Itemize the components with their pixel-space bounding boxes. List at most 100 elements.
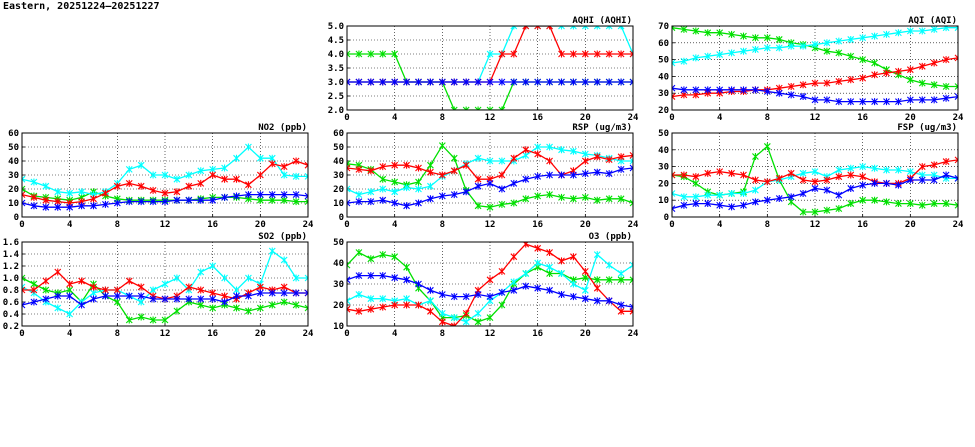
- x-tick-label: 12: [485, 220, 496, 230]
- data-point-blue: [546, 286, 553, 294]
- data-point-cyan: [42, 182, 50, 190]
- chart-aqhi: 0 4 8 12 16 20 24 2.0 2.5 3.0 3.5 4.0 4.5 5.0 AQHI (AQ…: [328, 16, 639, 123]
- data-point-blue: [510, 78, 518, 86]
- data-point-green: [930, 81, 938, 89]
- data-point-green: [692, 179, 700, 187]
- data-point-green: [823, 206, 831, 214]
- data-point-blue: [534, 172, 542, 180]
- data-point-green: [918, 201, 926, 209]
- data-point-blue: [347, 78, 351, 86]
- data-point-cyan: [474, 309, 482, 317]
- data-point-red: [474, 175, 482, 183]
- x-tick-label: 12: [485, 329, 496, 339]
- data-point-red: [570, 50, 577, 58]
- data-point-blue: [558, 291, 565, 298]
- data-point-red: [546, 249, 553, 256]
- data-point-red: [847, 76, 855, 84]
- data-point-green: [930, 200, 938, 208]
- data-point-cyan: [883, 166, 890, 174]
- data-point-cyan: [570, 280, 577, 288]
- data-point-green: [835, 49, 843, 57]
- data-point-red: [173, 188, 181, 196]
- data-point-blue: [391, 274, 399, 282]
- x-tick-label: 12: [160, 329, 171, 339]
- x-tick-label: 24: [303, 329, 314, 339]
- data-point-red: [185, 283, 193, 291]
- data-point-red: [823, 176, 831, 184]
- data-point-cyan: [245, 274, 252, 282]
- data-point-blue: [522, 175, 530, 183]
- data-point-green: [379, 175, 387, 183]
- data-point-blue: [883, 98, 890, 106]
- data-point-blue: [161, 198, 169, 206]
- data-point-cyan: [427, 297, 434, 305]
- data-point-red: [185, 182, 193, 190]
- data-point-red: [379, 163, 387, 171]
- x-tick-label: 20: [255, 220, 266, 230]
- data-point-red: [954, 156, 958, 164]
- data-point-green: [546, 270, 553, 277]
- data-point-blue: [859, 181, 867, 189]
- data-point-green: [474, 318, 482, 326]
- data-point-green: [292, 301, 300, 309]
- data-point-green: [304, 198, 308, 206]
- data-point-cyan: [54, 304, 62, 312]
- data-point-blue: [209, 295, 217, 303]
- data-point-blue: [558, 78, 565, 86]
- data-point-red: [391, 161, 399, 169]
- data-point-cyan: [486, 50, 494, 58]
- data-point-blue: [221, 298, 228, 306]
- data-point-cyan: [474, 154, 482, 162]
- data-point-cyan: [546, 143, 553, 151]
- data-point-cyan: [233, 286, 240, 294]
- x-tick-label: 12: [810, 113, 821, 123]
- data-point-blue: [197, 196, 205, 204]
- chart-so2: 0 4 8 12 16 20 24 0.2 0.4 0.6 0.8 1.0 1.2 1.4 1.6 SO2 (…: [3, 232, 314, 339]
- data-point-red: [54, 268, 62, 276]
- data-point-blue: [763, 88, 771, 96]
- data-point-red: [534, 150, 542, 158]
- data-point-red: [347, 164, 351, 172]
- data-point-green: [835, 205, 843, 213]
- data-point-cyan: [895, 29, 902, 37]
- data-point-green: [692, 27, 700, 35]
- y-tick-label: 20: [658, 106, 669, 116]
- series-group: [347, 142, 633, 211]
- data-point-green: [680, 26, 688, 33]
- data-point-cyan: [403, 184, 410, 192]
- data-point-cyan: [534, 143, 542, 151]
- data-point-blue: [680, 201, 688, 209]
- data-point-green: [450, 106, 458, 110]
- data-point-green: [895, 200, 902, 208]
- data-point-blue: [752, 198, 759, 206]
- data-point-red: [197, 179, 205, 187]
- data-point-cyan: [149, 286, 157, 294]
- data-point-blue: [811, 184, 819, 192]
- x-tick-label: 20: [905, 113, 916, 123]
- data-point-blue: [268, 191, 276, 199]
- data-point-blue: [233, 292, 240, 300]
- data-point-green: [847, 200, 855, 208]
- data-point-cyan: [415, 185, 422, 193]
- data-point-green: [209, 304, 217, 312]
- data-point-blue: [522, 78, 530, 86]
- data-point-blue: [787, 91, 795, 99]
- y-tick-label: 40: [333, 157, 344, 167]
- data-point-cyan: [534, 259, 542, 267]
- data-point-blue: [113, 292, 121, 300]
- data-point-red: [605, 50, 613, 58]
- data-point-red: [895, 67, 902, 75]
- data-point-blue: [871, 98, 878, 106]
- data-point-red: [462, 161, 470, 169]
- data-point-blue: [534, 284, 542, 292]
- data-point-blue: [918, 176, 926, 184]
- data-point-blue: [54, 292, 62, 300]
- data-point-red: [522, 26, 530, 30]
- y-tick-label: 20: [8, 185, 19, 195]
- data-point-red: [680, 171, 688, 179]
- data-point-red: [22, 286, 26, 294]
- series-group: [22, 143, 308, 211]
- data-point-cyan: [268, 247, 276, 255]
- data-point-red: [570, 253, 577, 261]
- data-point-cyan: [581, 286, 589, 294]
